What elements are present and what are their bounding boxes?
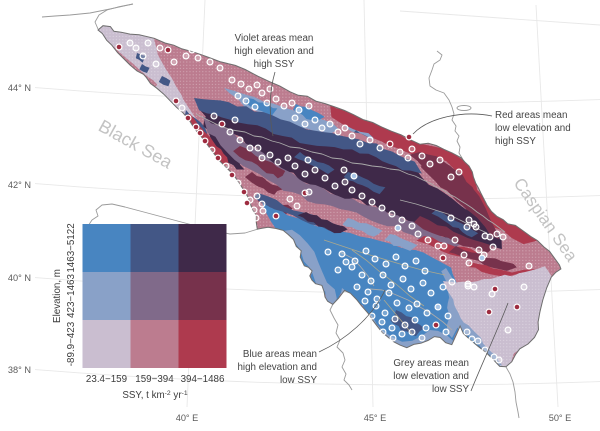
- svg-text:Violet areas mean: Violet areas mean: [235, 33, 314, 44]
- svg-text:159−394: 159−394: [135, 374, 174, 385]
- svg-text:Grey areas mean: Grey areas mean: [393, 358, 469, 369]
- svg-text:40° E: 40° E: [176, 413, 199, 423]
- svg-text:low SSY: low SSY: [280, 375, 317, 386]
- svg-text:23.4−159: 23.4−159: [86, 374, 127, 385]
- svg-text:low SSY: low SSY: [432, 384, 469, 395]
- svg-text:423−1463: 423−1463: [66, 274, 77, 318]
- svg-text:Blue areas mean: Blue areas mean: [243, 349, 317, 360]
- svg-text:Elevation, m: Elevation, m: [52, 269, 63, 323]
- svg-text:394−1486: 394−1486: [181, 374, 225, 385]
- svg-text:38° N: 38° N: [8, 365, 31, 375]
- svg-text:high SSY: high SSY: [254, 59, 295, 70]
- svg-text:1463−5122: 1463−5122: [66, 223, 77, 272]
- svg-text:42° N: 42° N: [8, 180, 31, 190]
- svg-text:high elevation and: high elevation and: [234, 46, 314, 57]
- svg-text:SSY, t km-2 yr-1: SSY, t km-2 yr-1: [122, 390, 187, 401]
- svg-text:45° E: 45° E: [364, 413, 387, 423]
- svg-text:high elevation and: high elevation and: [237, 362, 317, 373]
- svg-text:high SSY: high SSY: [495, 136, 536, 147]
- svg-text:40° N: 40° N: [8, 273, 31, 283]
- svg-text:50° E: 50° E: [549, 413, 572, 423]
- svg-text:-89.9−423: -89.9−423: [66, 321, 77, 366]
- svg-text:Red areas mean: Red areas mean: [495, 110, 567, 121]
- svg-text:44° N: 44° N: [8, 83, 31, 93]
- svg-text:low elevation and: low elevation and: [393, 371, 469, 382]
- svg-text:low elevation and: low elevation and: [495, 123, 571, 134]
